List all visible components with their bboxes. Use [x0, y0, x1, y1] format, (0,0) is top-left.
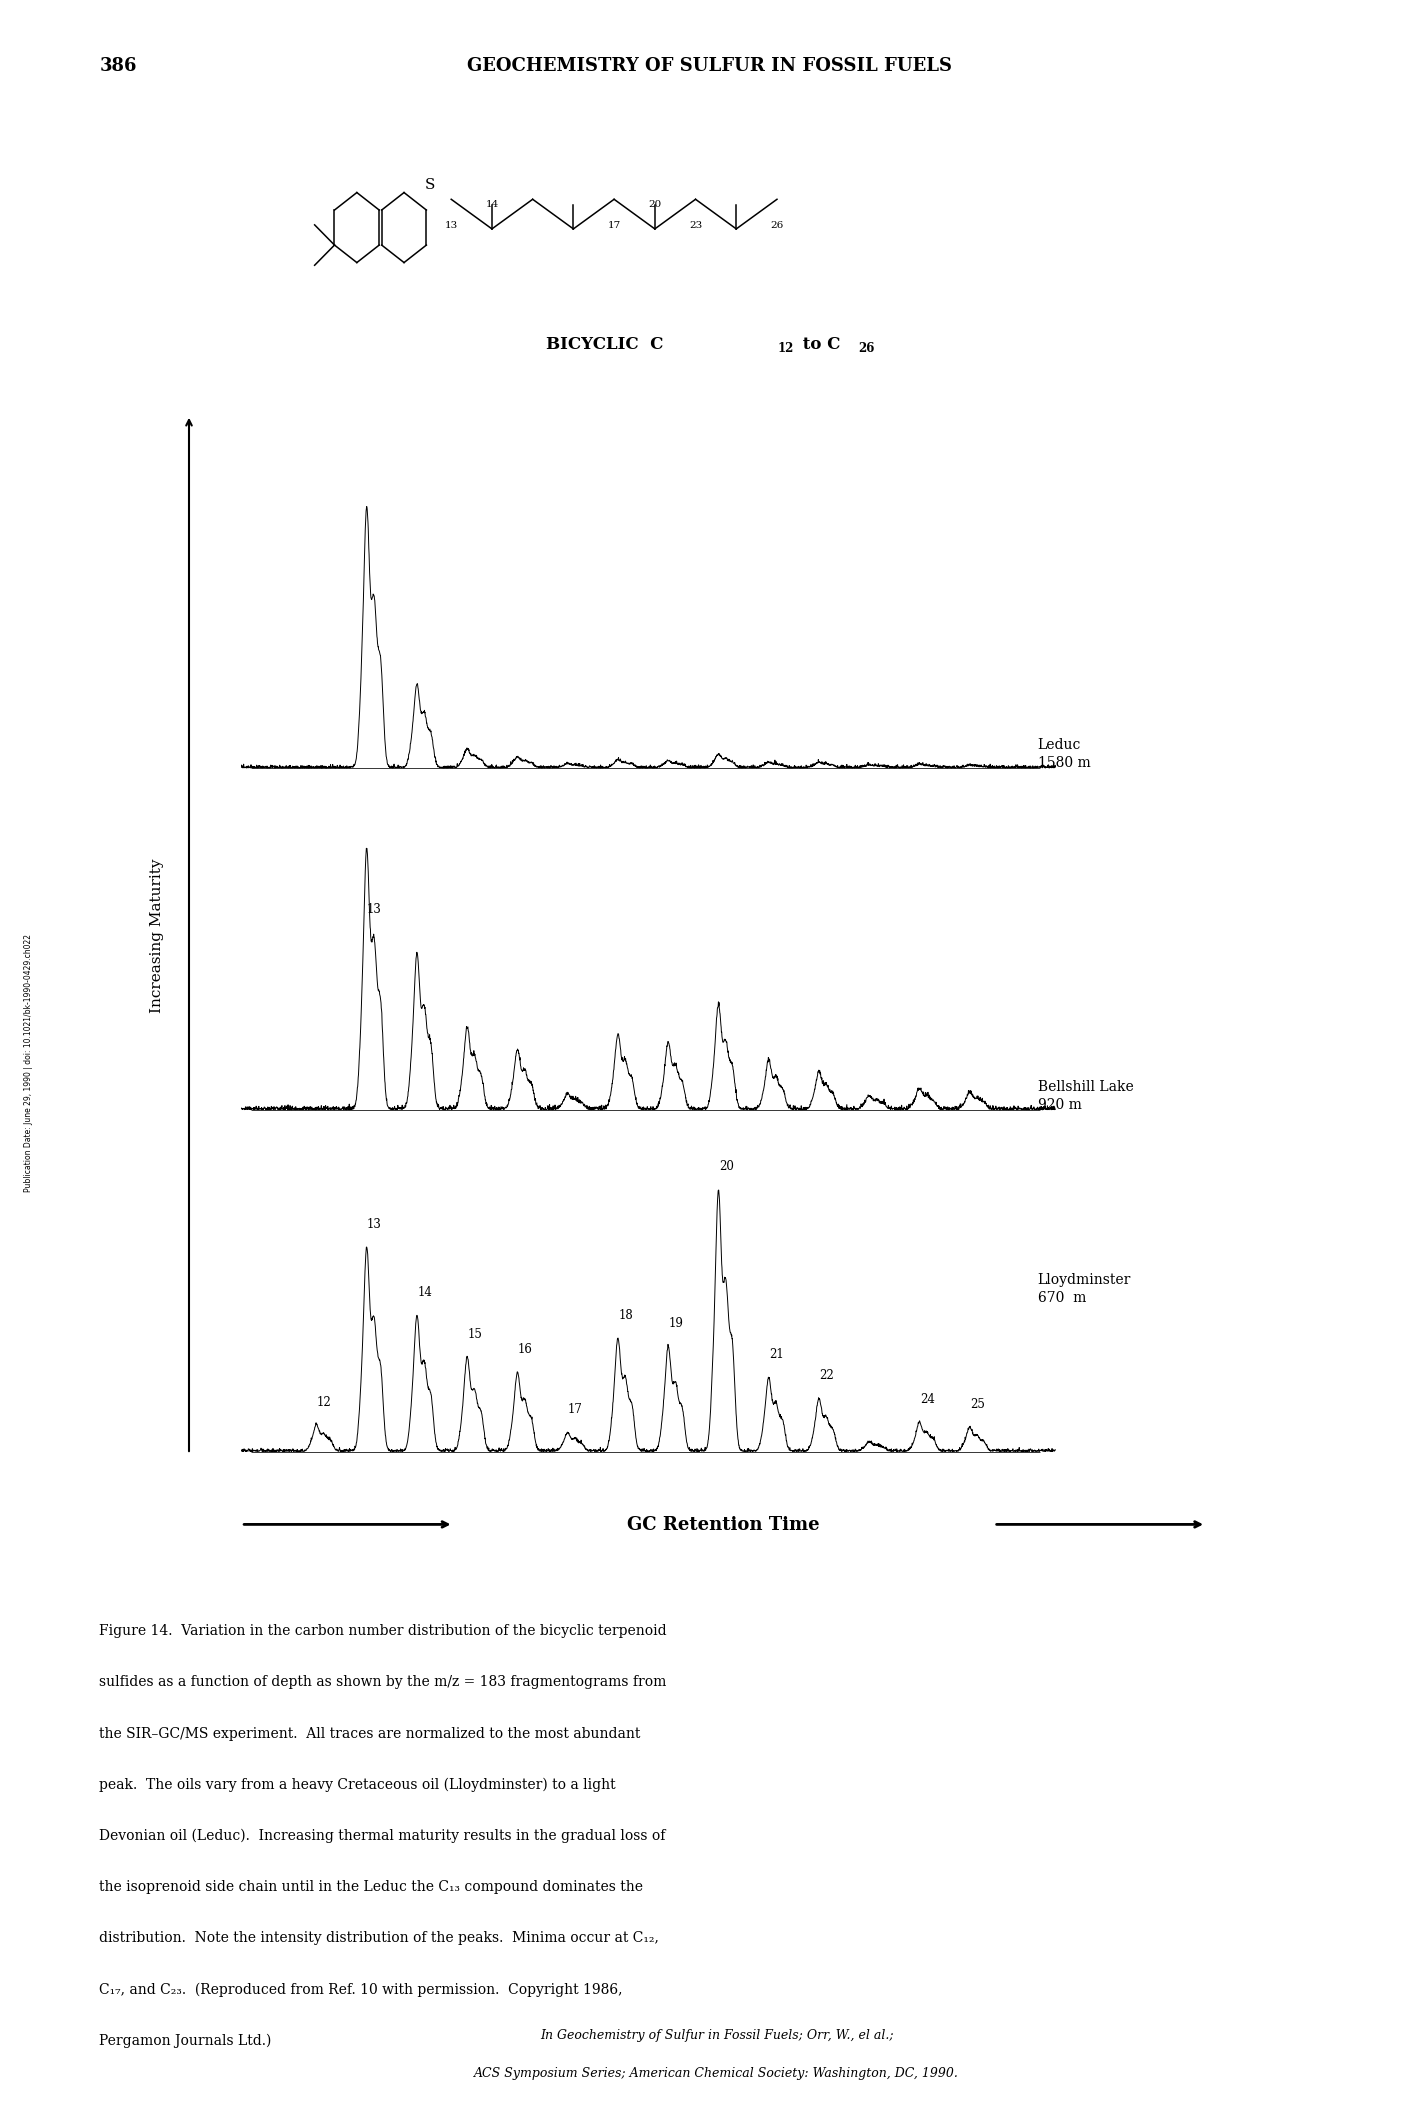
Text: sulfides as a function of depth as shown by the m/z = 183 fragmentograms from: sulfides as a function of depth as shown… — [99, 1674, 666, 1689]
Text: 17: 17 — [607, 221, 620, 230]
Text: 13: 13 — [444, 221, 458, 230]
Text: In Geochemistry of Sulfur in Fossil Fuels; Orr, W., el al.;: In Geochemistry of Sulfur in Fossil Fuel… — [539, 2027, 893, 2042]
Text: 24: 24 — [919, 1392, 934, 1405]
Text: 12: 12 — [777, 342, 794, 355]
Text: 19: 19 — [668, 1318, 683, 1330]
Text: 20: 20 — [648, 200, 661, 208]
Text: Bellshill Lake
920 m: Bellshill Lake 920 m — [1037, 1080, 1133, 1111]
Text: C₁₇, and C₂₃.  (Reproduced from Ref. 10 with permission.  Copyright 1986,: C₁₇, and C₂₃. (Reproduced from Ref. 10 w… — [99, 1983, 623, 1995]
Text: the SIR–GC/MS experiment.  All traces are normalized to the most abundant: the SIR–GC/MS experiment. All traces are… — [99, 1726, 641, 1740]
Text: GEOCHEMISTRY OF SULFUR IN FOSSIL FUELS: GEOCHEMISTRY OF SULFUR IN FOSSIL FUELS — [467, 57, 951, 74]
Text: 14: 14 — [417, 1286, 432, 1298]
Text: 16: 16 — [518, 1343, 532, 1356]
Text: Figure 14.  Variation in the carbon number distribution of the bicyclic terpenoi: Figure 14. Variation in the carbon numbe… — [99, 1624, 666, 1638]
Text: 13: 13 — [367, 903, 381, 916]
Text: Publication Date: June 29, 1990 | doi: 10.1021/bk-1990-0429.ch022: Publication Date: June 29, 1990 | doi: 1… — [24, 933, 33, 1192]
Text: 25: 25 — [970, 1398, 984, 1411]
Text: 386: 386 — [99, 57, 136, 74]
Text: Lloydminster
670  m: Lloydminster 670 m — [1037, 1273, 1130, 1305]
Text: 15: 15 — [467, 1326, 482, 1341]
Text: 17: 17 — [567, 1402, 583, 1415]
Text: 21: 21 — [769, 1347, 783, 1360]
Text: S: S — [424, 178, 435, 191]
Text: Increasing Maturity: Increasing Maturity — [150, 858, 164, 1011]
Text: 18: 18 — [618, 1309, 632, 1322]
Text: distribution.  Note the intensity distribution of the peaks.  Minima occur at C₁: distribution. Note the intensity distrib… — [99, 1930, 659, 1944]
Text: 26: 26 — [770, 221, 783, 230]
Text: 23: 23 — [689, 221, 702, 230]
Text: 14: 14 — [485, 200, 498, 208]
Text: to C: to C — [797, 336, 841, 353]
Text: 22: 22 — [818, 1368, 834, 1381]
Text: 13: 13 — [367, 1218, 381, 1230]
Text: 20: 20 — [719, 1160, 733, 1173]
Text: 12: 12 — [316, 1394, 332, 1409]
Text: Devonian oil (Leduc).  Increasing thermal maturity results in the gradual loss o: Devonian oil (Leduc). Increasing thermal… — [99, 1828, 665, 1842]
Text: peak.  The oils vary from a heavy Cretaceous oil (Lloydminster) to a light: peak. The oils vary from a heavy Cretace… — [99, 1776, 615, 1791]
Text: Leduc
1580 m: Leduc 1580 m — [1037, 737, 1090, 769]
Text: GC Retention Time: GC Retention Time — [627, 1515, 820, 1534]
Text: BICYCLIC  C: BICYCLIC C — [546, 336, 664, 353]
Text: the isoprenoid side chain until in the Leduc the C₁₃ compound dominates the: the isoprenoid side chain until in the L… — [99, 1878, 642, 1893]
Text: ACS Symposium Series; American Chemical Society: Washington, DC, 1990.: ACS Symposium Series; American Chemical … — [474, 2066, 959, 2080]
Text: Pergamon Journals Ltd.): Pergamon Journals Ltd.) — [99, 2034, 271, 2046]
Text: 26: 26 — [858, 342, 875, 355]
